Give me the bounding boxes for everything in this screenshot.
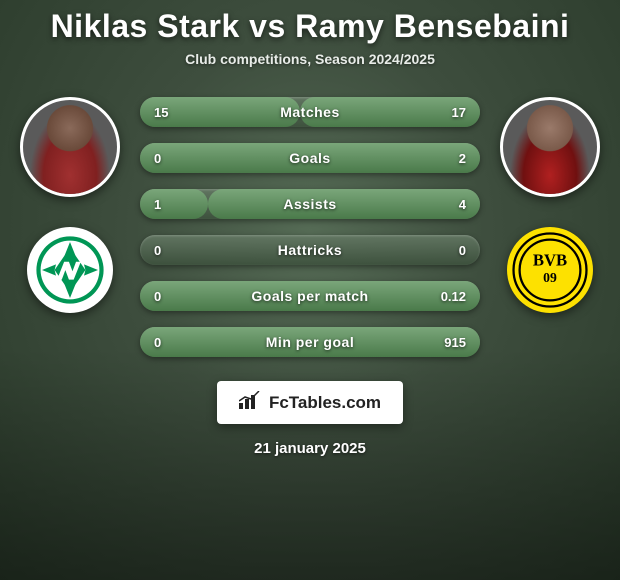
stat-row: 0Goals per match0.12: [140, 281, 480, 311]
werder-icon: [35, 235, 105, 305]
comparison-card: Niklas Stark vs Ramy Bensebaini Club com…: [0, 0, 620, 580]
stat-row: 1Assists4: [140, 189, 480, 219]
stat-label: Goals per match: [140, 288, 480, 304]
page-title: Niklas Stark vs Ramy Bensebaini: [51, 8, 570, 45]
source-badge: FcTables.com: [217, 381, 403, 424]
chart-icon: [239, 391, 261, 414]
stat-row: 0Min per goal915: [140, 327, 480, 357]
stats-column: 15Matches170Goals21Assists40Hattricks00G…: [130, 97, 490, 357]
right-column: BVB 09: [490, 97, 610, 313]
source-text: FcTables.com: [269, 393, 381, 413]
stat-value-right: 4: [459, 197, 466, 212]
svg-text:BVB: BVB: [533, 250, 567, 269]
stat-label: Min per goal: [140, 334, 480, 350]
subtitle: Club competitions, Season 2024/2025: [185, 51, 435, 67]
stat-row: 0Goals2: [140, 143, 480, 173]
stat-label: Assists: [140, 196, 480, 212]
stat-row: 0Hattricks0: [140, 235, 480, 265]
bvb-icon: BVB 09: [512, 232, 588, 308]
stat-label: Hattricks: [140, 242, 480, 258]
player-photo-left: [20, 97, 120, 197]
stat-label: Goals: [140, 150, 480, 166]
stat-label: Matches: [140, 104, 480, 120]
player-placeholder-icon: [503, 100, 597, 194]
club-badge-right: BVB 09: [507, 227, 593, 313]
player-photo-right: [500, 97, 600, 197]
stat-value-right: 2: [459, 151, 466, 166]
stat-row: 15Matches17: [140, 97, 480, 127]
content-row: 15Matches170Goals21Assists40Hattricks00G…: [0, 97, 620, 357]
date-label: 21 january 2025: [254, 440, 366, 457]
stat-value-right: 17: [452, 105, 466, 120]
stat-value-right: 915: [444, 335, 466, 350]
stat-value-right: 0.12: [441, 289, 466, 304]
stat-value-right: 0: [459, 243, 466, 258]
player-placeholder-icon: [23, 100, 117, 194]
svg-text:09: 09: [543, 270, 557, 285]
club-badge-left: [27, 227, 113, 313]
left-column: [10, 97, 130, 313]
